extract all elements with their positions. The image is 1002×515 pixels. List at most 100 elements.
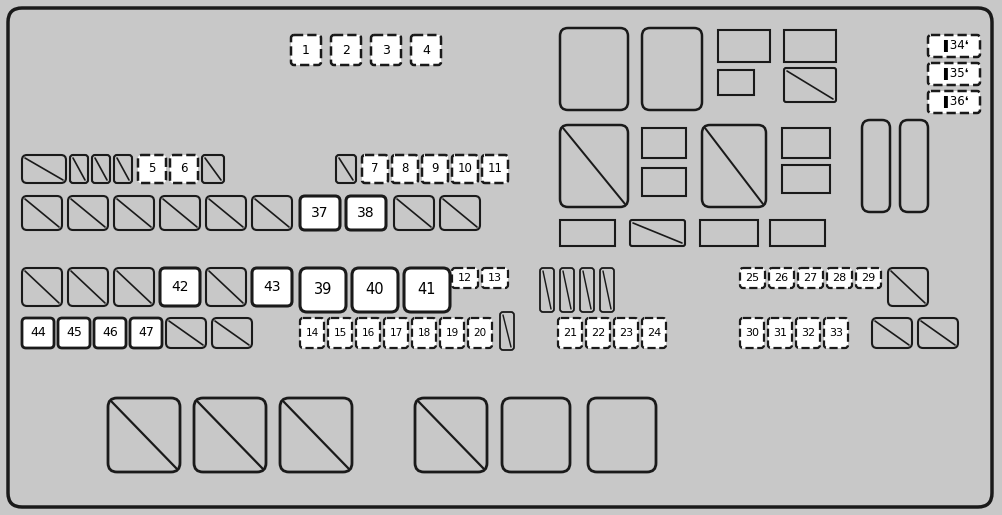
Text: ❚35❛: ❚35❛ <box>939 67 967 80</box>
Text: 1: 1 <box>302 43 310 57</box>
FancyBboxPatch shape <box>352 268 398 312</box>
Text: 29: 29 <box>861 273 875 283</box>
FancyBboxPatch shape <box>160 268 199 306</box>
FancyBboxPatch shape <box>336 155 356 183</box>
FancyBboxPatch shape <box>22 196 62 230</box>
FancyBboxPatch shape <box>94 318 126 348</box>
FancyBboxPatch shape <box>92 155 110 183</box>
FancyBboxPatch shape <box>739 268 765 288</box>
FancyBboxPatch shape <box>205 196 245 230</box>
FancyBboxPatch shape <box>70 155 88 183</box>
FancyBboxPatch shape <box>871 318 911 348</box>
FancyBboxPatch shape <box>415 398 487 472</box>
Text: ❚34❛: ❚34❛ <box>939 40 967 53</box>
Text: 44: 44 <box>30 327 46 339</box>
Bar <box>641 168 685 196</box>
FancyBboxPatch shape <box>927 91 979 113</box>
Text: 4: 4 <box>422 43 430 57</box>
FancyBboxPatch shape <box>22 268 62 306</box>
Text: ❚36❛: ❚36❛ <box>939 95 967 109</box>
FancyBboxPatch shape <box>482 155 507 183</box>
FancyBboxPatch shape <box>452 155 478 183</box>
FancyBboxPatch shape <box>500 312 513 350</box>
FancyBboxPatch shape <box>701 125 766 207</box>
FancyBboxPatch shape <box>300 196 340 230</box>
FancyBboxPatch shape <box>108 398 179 472</box>
FancyBboxPatch shape <box>169 155 197 183</box>
FancyBboxPatch shape <box>422 155 448 183</box>
Text: 32: 32 <box>801 328 815 338</box>
Text: 18: 18 <box>417 328 430 338</box>
FancyBboxPatch shape <box>211 318 252 348</box>
Text: 2: 2 <box>342 43 350 57</box>
FancyBboxPatch shape <box>827 268 851 288</box>
Text: 16: 16 <box>361 328 375 338</box>
FancyBboxPatch shape <box>130 318 162 348</box>
Text: 31: 31 <box>773 328 787 338</box>
FancyBboxPatch shape <box>452 268 478 288</box>
FancyBboxPatch shape <box>599 268 613 312</box>
FancyBboxPatch shape <box>613 318 637 348</box>
Text: 28: 28 <box>832 273 846 283</box>
Text: 11: 11 <box>487 163 502 176</box>
FancyBboxPatch shape <box>114 196 154 230</box>
Text: 47: 47 <box>138 327 153 339</box>
FancyBboxPatch shape <box>559 268 573 312</box>
FancyBboxPatch shape <box>392 155 418 183</box>
Bar <box>559 220 614 246</box>
FancyBboxPatch shape <box>585 318 609 348</box>
FancyBboxPatch shape <box>559 125 627 207</box>
Bar <box>717 70 754 95</box>
FancyBboxPatch shape <box>280 398 352 472</box>
Text: 27: 27 <box>803 273 817 283</box>
FancyBboxPatch shape <box>796 318 820 348</box>
FancyBboxPatch shape <box>798 268 823 288</box>
FancyBboxPatch shape <box>927 63 979 85</box>
Text: 3: 3 <box>382 43 390 57</box>
FancyBboxPatch shape <box>559 28 627 110</box>
Bar <box>770 220 825 246</box>
Text: 21: 21 <box>562 328 576 338</box>
FancyBboxPatch shape <box>440 318 464 348</box>
FancyBboxPatch shape <box>768 318 792 348</box>
FancyBboxPatch shape <box>482 268 507 288</box>
Text: 17: 17 <box>389 328 402 338</box>
FancyBboxPatch shape <box>291 35 321 65</box>
Bar <box>717 30 770 62</box>
Text: 7: 7 <box>371 163 379 176</box>
Text: 14: 14 <box>305 328 319 338</box>
FancyBboxPatch shape <box>68 268 108 306</box>
FancyBboxPatch shape <box>384 318 408 348</box>
FancyBboxPatch shape <box>641 318 665 348</box>
FancyBboxPatch shape <box>166 318 205 348</box>
FancyBboxPatch shape <box>412 318 436 348</box>
Text: 20: 20 <box>473 328 486 338</box>
FancyBboxPatch shape <box>114 155 132 183</box>
Text: 40: 40 <box>366 283 384 298</box>
Text: 38: 38 <box>357 206 375 220</box>
Text: 12: 12 <box>458 273 472 283</box>
Text: 15: 15 <box>333 328 347 338</box>
FancyBboxPatch shape <box>899 120 927 212</box>
FancyBboxPatch shape <box>114 268 154 306</box>
FancyBboxPatch shape <box>331 35 361 65</box>
FancyBboxPatch shape <box>855 268 880 288</box>
FancyBboxPatch shape <box>356 318 380 348</box>
FancyBboxPatch shape <box>346 196 386 230</box>
Bar <box>784 30 835 62</box>
FancyBboxPatch shape <box>201 155 223 183</box>
FancyBboxPatch shape <box>252 268 292 306</box>
FancyBboxPatch shape <box>468 318 492 348</box>
Text: 6: 6 <box>180 163 187 176</box>
Text: 41: 41 <box>418 283 436 298</box>
FancyBboxPatch shape <box>138 155 166 183</box>
FancyBboxPatch shape <box>629 220 684 246</box>
Text: 46: 46 <box>102 327 118 339</box>
Bar <box>641 128 685 158</box>
FancyBboxPatch shape <box>394 196 434 230</box>
FancyBboxPatch shape <box>587 398 655 472</box>
FancyBboxPatch shape <box>252 196 292 230</box>
Text: 24: 24 <box>646 328 660 338</box>
FancyBboxPatch shape <box>371 35 401 65</box>
Text: 26: 26 <box>774 273 788 283</box>
